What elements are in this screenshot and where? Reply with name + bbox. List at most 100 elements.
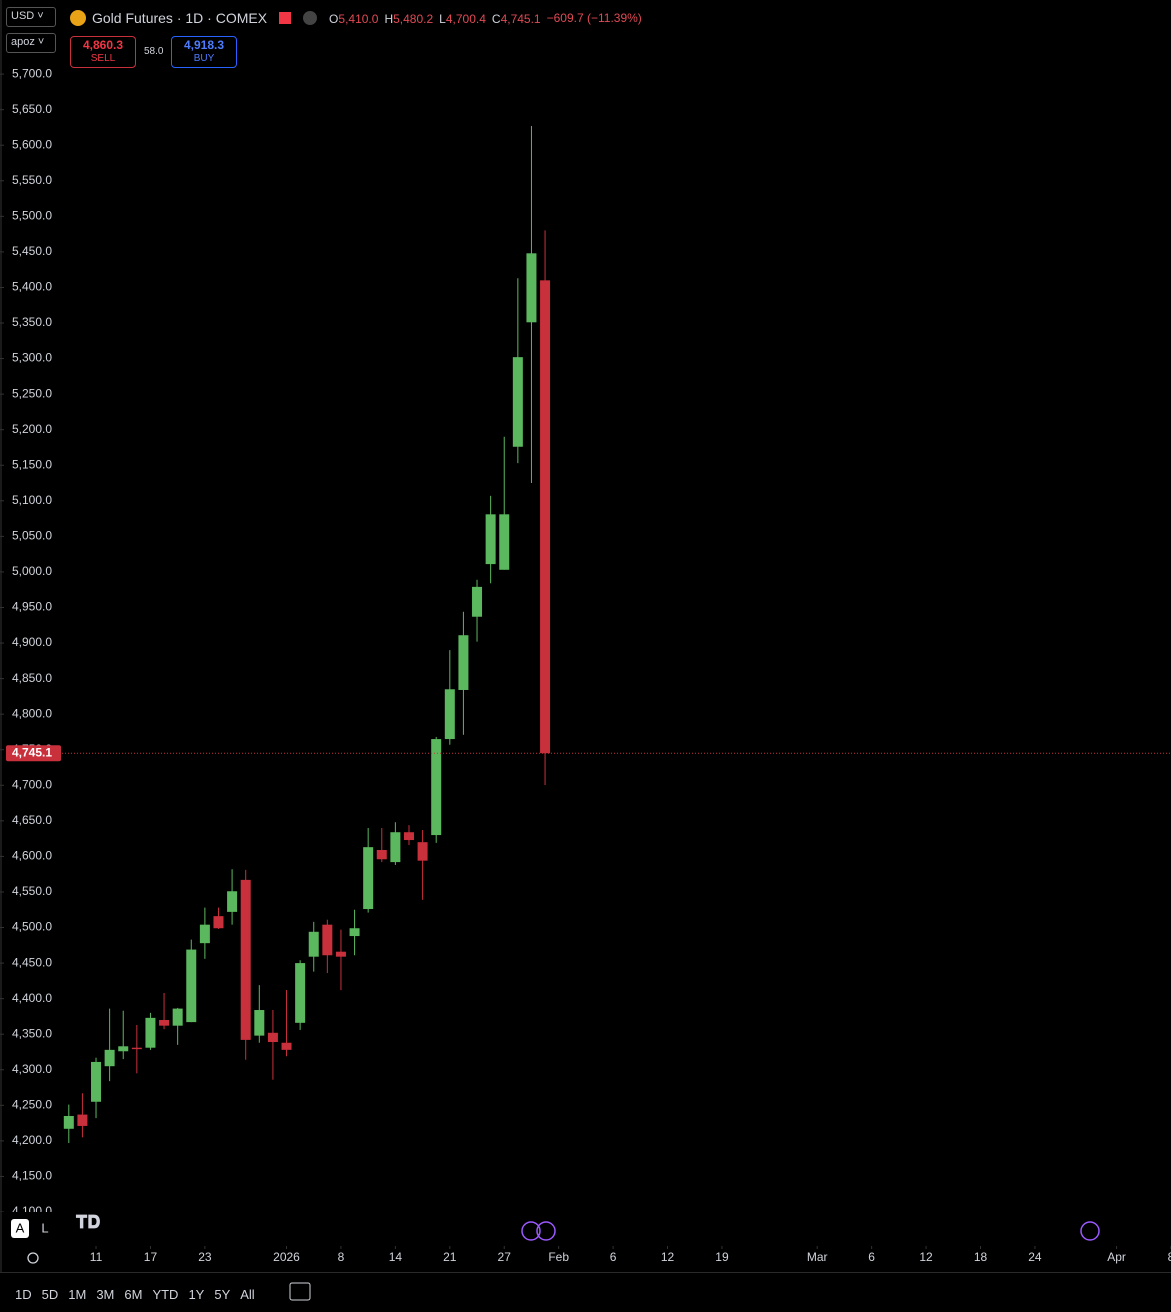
x-tick-label: 12: [919, 1250, 933, 1264]
period-button[interactable]: 1M: [68, 1287, 87, 1302]
period-button[interactable]: 1Y: [188, 1287, 205, 1302]
candle-body: [308, 931, 319, 957]
x-tick-label: Feb: [548, 1250, 569, 1264]
sell-button[interactable]: 4,860.3 SELL: [70, 36, 136, 68]
plot-area: 4,100.0 4,150.0 4,200.0 4,250.0 4,300.0 4,350…: [0, 66, 1171, 1212]
date-range-icon[interactable]: [289, 1282, 311, 1301]
buy-button[interactable]: 4,918.3 BUY: [171, 36, 237, 68]
candle-body: [349, 928, 360, 937]
sell-label: SELL: [90, 53, 116, 64]
y-tick-label: 4,200.0: [12, 1133, 52, 1147]
candle-body: [281, 1042, 292, 1050]
x-tick-label: 27: [498, 1250, 512, 1264]
y-tick-label: 4,800.0: [12, 706, 52, 720]
log-scale-label[interactable]: L: [41, 1220, 48, 1235]
x-tick-label: Mar: [807, 1250, 828, 1264]
candle-body: [267, 1032, 278, 1043]
candle-body: [77, 1114, 88, 1126]
candle-body: [145, 1017, 156, 1048]
event-icon[interactable]: [1080, 1221, 1100, 1241]
account-dropdown[interactable]: apoz ˅: [6, 33, 56, 53]
flag-icon: [279, 12, 292, 24]
y-tick-label: 4,550.0: [12, 884, 52, 898]
buy-label: BUY: [193, 53, 215, 64]
y-tick-label: 5,050.0: [12, 529, 52, 543]
x-tick-label: 21: [443, 1250, 457, 1264]
y-tick-label: 5,100.0: [12, 493, 52, 507]
y-tick-label: 5,400.0: [12, 280, 52, 294]
account: apoz: [11, 36, 35, 48]
candle-body: [363, 847, 374, 910]
y-tick-label: 4,900.0: [12, 635, 52, 649]
candle-body: [159, 1019, 170, 1026]
candle-body: [131, 1047, 142, 1050]
change: −609.7 (−11.39%): [546, 11, 642, 25]
period-button[interactable]: 3M: [96, 1287, 115, 1302]
y-tick-label: 5,700.0: [12, 66, 52, 80]
event-icon[interactable]: [521, 1221, 541, 1241]
y-tick-label: 5,150.0: [12, 457, 52, 471]
period-button[interactable]: 5D: [41, 1287, 59, 1302]
period-button[interactable]: 6M: [124, 1287, 143, 1302]
o-label: O: [329, 12, 339, 26]
y-tick-label: 5,550.0: [12, 173, 52, 187]
y-tick-label: 5,600.0: [12, 137, 52, 151]
x-tick-label: 2026: [273, 1250, 300, 1264]
candle-body: [254, 1010, 265, 1036]
settings-icon[interactable]: [27, 1252, 39, 1264]
x-tick-label: 18: [974, 1250, 988, 1264]
period-button[interactable]: 1D: [15, 1287, 32, 1302]
x-tick-label: 17: [144, 1250, 158, 1264]
last-price-label: 4,745.1: [12, 745, 52, 759]
h-label: H: [384, 12, 394, 26]
candle-body: [172, 1008, 183, 1026]
x-tick-label: 19: [715, 1250, 729, 1264]
y-tick-label: 5,300.0: [12, 351, 52, 365]
y-tick-label: 4,600.0: [12, 849, 52, 863]
candle-body: [526, 253, 537, 323]
y-tick-label: 5,350.0: [12, 315, 52, 329]
auto-scale-label: A: [16, 1220, 25, 1235]
period-button[interactable]: 5Y: [214, 1287, 231, 1302]
x-tick-label: 6: [610, 1250, 617, 1264]
candle-body: [512, 357, 523, 447]
candle-body: [213, 916, 224, 929]
o-value: 5,410.0: [338, 12, 379, 26]
y-tick-label: 4,650.0: [12, 813, 52, 827]
y-tick-label: 4,500.0: [12, 920, 52, 934]
auto-scale-button[interactable]: [11, 1219, 29, 1238]
x-tick-label: 12: [661, 1250, 675, 1264]
h-value: 5,480.2: [393, 12, 434, 26]
candle-body: [376, 850, 387, 860]
y-tick-label: 5,250.0: [12, 386, 52, 400]
x-tick-label: 24: [1028, 1250, 1042, 1264]
l-label: L: [439, 12, 446, 26]
x-tick-label: 6: [868, 1250, 875, 1264]
y-tick-label: 5,000.0: [12, 564, 52, 578]
symbol[interactable]: Gold Futures · 1D · COMEX: [92, 10, 268, 26]
period-button[interactable]: YTD: [152, 1287, 179, 1302]
x-tick-label: 11: [90, 1250, 103, 1264]
y-tick-label: 5,450.0: [12, 244, 52, 258]
status-icon: [303, 11, 318, 25]
legend-header: Gold Futures · 1D · COMEX O5,410.0 H5,48…: [70, 10, 642, 26]
candle-body: [91, 1061, 102, 1102]
candle-body: [322, 924, 333, 956]
candle-body: [444, 689, 455, 740]
y-tick-label: 5,650.0: [12, 102, 52, 116]
candle-body: [431, 739, 442, 836]
candle-body: [295, 963, 306, 1023]
x-tick-label: Apr: [1107, 1250, 1126, 1264]
y-tick-label: 4,300.0: [12, 1062, 52, 1076]
y-tick-label: 5,500.0: [12, 209, 52, 223]
spread: 58.0: [144, 46, 164, 57]
y-tick-label: 4,350.0: [12, 1026, 52, 1040]
event-icon[interactable]: [536, 1221, 556, 1241]
y-tick-label: 4,150.0: [12, 1169, 52, 1183]
buy-price: 4,918.3: [183, 38, 225, 52]
candle-body: [458, 635, 469, 690]
period-button[interactable]: All: [240, 1287, 255, 1302]
currency-dropdown[interactable]: USD ˅: [6, 7, 56, 27]
y-tick-label: 4,950.0: [12, 600, 52, 614]
